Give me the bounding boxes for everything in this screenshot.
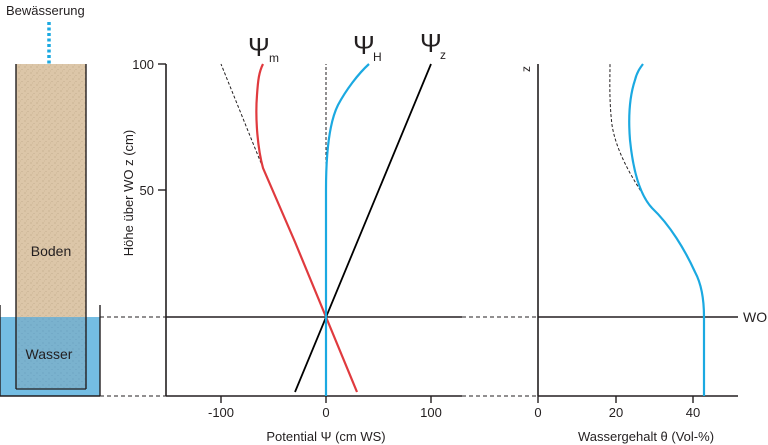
theta-x-tick-0: 0: [534, 405, 541, 420]
x-tick-100: 100: [420, 405, 442, 420]
psi-z-label: Ψ z: [420, 28, 446, 62]
psi-m-line: [255, 63, 359, 393]
soil-column: Bewässerung Boden Wasser: [0, 3, 101, 397]
svg-text:z: z: [440, 48, 446, 62]
connector-lines: [100, 316, 538, 397]
potential-chart: 100 50 -100 0 100 Höhe über WO z (cm) Po…: [121, 28, 462, 444]
theta-y-label: z: [519, 66, 533, 72]
svg-text:H: H: [373, 50, 382, 64]
x-tick-0: 0: [322, 405, 329, 420]
psi-m-label: Ψ m: [248, 32, 279, 65]
psi-h-label: Ψ H: [353, 30, 382, 64]
theta-x-tick-20: 20: [609, 405, 623, 420]
y-tick-100: 100: [132, 57, 154, 72]
y-tick-50: 50: [140, 183, 154, 198]
svg-text:Ψ: Ψ: [353, 30, 375, 60]
potential-y-label: Höhe über WO z (cm): [121, 130, 136, 256]
psi-h-line: [324, 63, 370, 396]
theta-x-label: Wassergehalt θ (Vol-%): [578, 429, 714, 444]
theta-x-tick-40: 40: [686, 405, 700, 420]
svg-text:Ψ: Ψ: [420, 28, 442, 58]
theta-line: [628, 63, 706, 396]
water-table-label: WO: [743, 309, 767, 325]
x-tick-minus100: -100: [208, 405, 234, 420]
water-content-chart: z 0 20 40 Wassergehalt θ (Vol-%): [519, 63, 738, 444]
theta-dashed-line: [609, 63, 647, 200]
irrigation-label: Bewässerung: [6, 3, 85, 18]
psi-m-dashed-line: [220, 63, 264, 169]
svg-text:m: m: [269, 51, 279, 65]
potential-x-label: Potential Ψ (cm WS): [266, 429, 385, 444]
svg-text:Ψ: Ψ: [248, 32, 270, 62]
soil-label: Boden: [31, 243, 71, 259]
water-label: Wasser: [26, 346, 73, 362]
psi-z-line: [294, 63, 432, 393]
